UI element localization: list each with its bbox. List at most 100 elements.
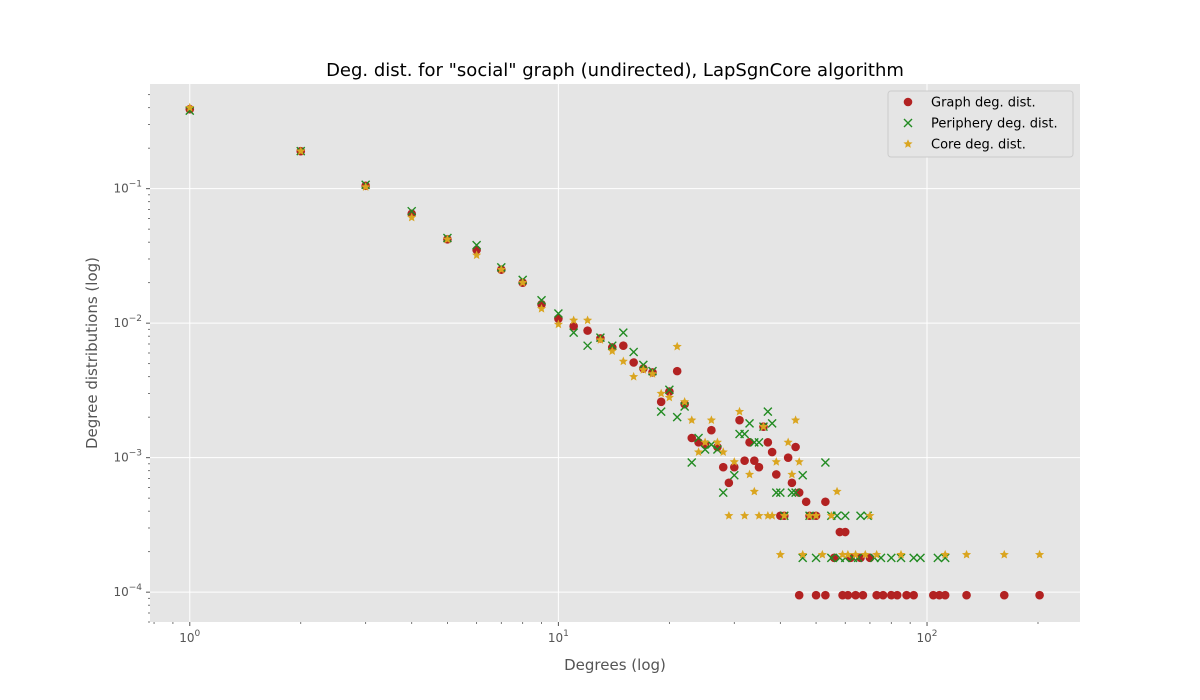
data-point xyxy=(1035,590,1044,600)
data-point xyxy=(718,462,728,472)
data-point xyxy=(999,549,1009,559)
data-point xyxy=(664,385,674,395)
data-point xyxy=(656,388,666,398)
data-point xyxy=(767,510,777,520)
x-tick-label: 102 xyxy=(917,629,938,645)
data-point xyxy=(837,549,848,559)
data-point xyxy=(712,445,722,454)
data-point xyxy=(826,510,836,520)
data-point xyxy=(787,478,797,488)
data-point xyxy=(909,590,918,600)
x-axis-label: Degrees (log) xyxy=(564,656,666,674)
data-point xyxy=(707,425,716,435)
data-point xyxy=(583,341,593,351)
data-point xyxy=(647,369,658,378)
data-point xyxy=(724,478,734,488)
data-point xyxy=(629,347,639,357)
y-tick-label-exponent: −4 xyxy=(129,583,143,593)
data-point xyxy=(724,510,734,520)
data-point xyxy=(791,415,801,425)
data-point xyxy=(865,510,875,520)
data-point xyxy=(798,549,808,559)
data-point xyxy=(878,590,888,600)
data-point xyxy=(872,549,882,559)
y-tick-label-exponent: −1 xyxy=(129,180,142,190)
data-point xyxy=(961,549,972,559)
data-point xyxy=(750,456,759,465)
data-point xyxy=(933,553,943,563)
data-point xyxy=(832,511,842,521)
data-point xyxy=(886,553,896,563)
data-point xyxy=(821,497,830,507)
plot-area xyxy=(150,84,1080,622)
data-point xyxy=(700,437,710,447)
data-point xyxy=(794,457,804,466)
data-point xyxy=(700,445,710,454)
data-point xyxy=(811,510,821,520)
data-point xyxy=(629,371,639,381)
data-point xyxy=(706,440,716,450)
data-point xyxy=(729,462,739,472)
data-point xyxy=(843,549,853,559)
data-point xyxy=(745,438,754,447)
data-point xyxy=(687,458,697,468)
data-point xyxy=(887,590,896,600)
data-point xyxy=(472,240,482,250)
data-point xyxy=(840,511,850,521)
legend-label: Periphery deg. dist. xyxy=(931,117,1058,132)
x-tick-label: 100 xyxy=(179,629,200,645)
data-point xyxy=(909,553,919,563)
data-point xyxy=(754,462,764,472)
data-point xyxy=(791,442,800,452)
data-point xyxy=(496,264,506,274)
data-point xyxy=(767,418,777,428)
data-point xyxy=(569,328,579,338)
y-tick-label-base: 10 xyxy=(113,585,128,599)
data-point xyxy=(929,590,938,600)
y-axis-label: Degree distributions (log) xyxy=(83,257,101,449)
y-tick-label: 10−2 xyxy=(113,314,142,330)
data-point xyxy=(583,326,592,335)
data-point xyxy=(843,590,853,600)
legend-marker xyxy=(903,118,913,128)
y-tick-label-base: 10 xyxy=(113,316,128,330)
data-point xyxy=(832,486,842,496)
x-tick-label-exponent: 1 xyxy=(563,629,569,639)
legend-label: Core deg. dist. xyxy=(931,138,1026,153)
data-point xyxy=(607,341,617,351)
data-point xyxy=(706,415,716,425)
data-point xyxy=(896,549,906,559)
data-point xyxy=(472,250,482,260)
legend-box xyxy=(887,90,1074,158)
data-point xyxy=(851,549,861,559)
data-point xyxy=(860,549,870,559)
data-point xyxy=(618,328,628,338)
data-point xyxy=(712,437,722,447)
data-point xyxy=(680,397,690,406)
data-point xyxy=(798,553,808,563)
data-point xyxy=(829,553,839,563)
legend-marker xyxy=(903,139,913,148)
y-tick-label-exponent: −3 xyxy=(129,449,142,459)
minor-ticks xyxy=(148,94,1039,624)
data-point xyxy=(851,590,860,600)
data-point xyxy=(763,438,773,447)
x-tick-label-base: 10 xyxy=(548,631,563,645)
data-point xyxy=(740,510,750,520)
data-point xyxy=(744,469,755,479)
data-point xyxy=(656,397,666,407)
legend-label: Graph deg. dist. xyxy=(931,96,1036,111)
data-point xyxy=(638,365,648,374)
data-point xyxy=(856,511,866,521)
x-tick-label-exponent: 0 xyxy=(195,629,201,639)
data-point xyxy=(442,234,452,244)
data-point xyxy=(638,360,648,370)
x-tick-label-base: 10 xyxy=(917,631,932,645)
series-layer xyxy=(185,102,1045,600)
data-point xyxy=(718,488,728,498)
data-point xyxy=(553,308,563,318)
data-point xyxy=(817,549,827,559)
data-point xyxy=(820,458,830,468)
